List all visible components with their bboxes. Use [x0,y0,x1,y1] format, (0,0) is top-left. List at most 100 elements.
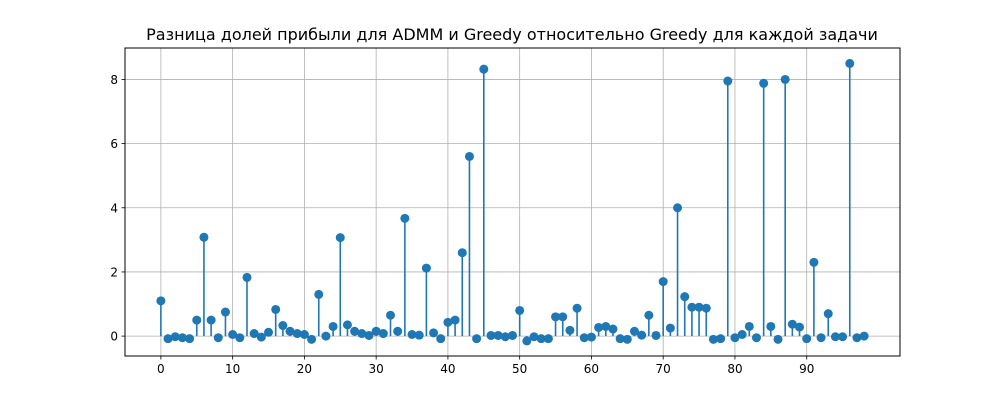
data-point [321,331,331,341]
x-tick-label: 80 [727,362,742,376]
data-point [551,312,561,322]
data-point [601,321,611,331]
data-point [264,327,274,337]
data-point [773,334,783,344]
data-point [795,322,805,332]
data-point [350,326,360,336]
data-point [838,332,848,342]
data-point [536,334,546,344]
data-point [615,334,625,344]
data-point [859,331,869,341]
data-point [759,78,769,88]
data-point [414,330,424,340]
data-point [407,330,417,340]
chart-title: Разница долей прибыли для ADMM и Greedy … [146,25,878,44]
stems [160,63,858,341]
data-point [314,289,324,299]
data-point [744,321,754,331]
data-point [586,332,596,342]
x-tick-label: 70 [656,362,671,376]
data-point [170,332,180,342]
data-point [787,319,797,329]
data-point [845,58,855,68]
data-point [335,233,345,243]
data-point [572,303,582,313]
data-point [852,333,862,343]
data-point [292,329,302,339]
x-tick-label: 30 [369,362,384,376]
data-point [450,315,460,325]
data-point [371,326,381,336]
data-point [177,333,187,343]
data-point [629,326,639,336]
data-point [163,334,173,344]
markers [156,58,869,346]
x-axis-ticks: 0 10 20 30 40 50 60 70 80 90 [157,356,814,376]
data-point [299,330,309,340]
data-point [342,320,352,330]
data-point [543,334,553,344]
grid [125,48,900,356]
data-point [716,334,726,344]
data-point [508,330,517,340]
data-point [493,330,503,340]
data-point [751,333,761,343]
data-point [464,151,474,161]
y-axis-ticks: 0 2 4 6 8 [110,73,125,344]
data-point [737,330,747,340]
data-point [271,304,281,314]
data-point [579,333,589,343]
data-point [421,263,431,273]
data-point [199,232,209,242]
data-point [608,324,618,334]
data-point [558,312,568,322]
data-point [658,277,668,287]
data-point [723,76,733,86]
x-tick-label: 50 [512,362,527,376]
x-tick-label: 90 [799,362,814,376]
data-point [242,272,252,282]
data-point [766,321,776,331]
data-point [400,213,410,223]
x-tick-label: 10 [225,362,240,376]
data-point [673,203,683,213]
data-point [809,257,819,267]
data-point [802,334,812,344]
data-point [443,317,453,327]
data-point [680,292,690,302]
data-point [515,305,525,315]
data-point [220,307,230,317]
data-point [730,333,740,343]
data-point [457,248,467,258]
y-tick-label: 0 [110,330,118,344]
data-point [206,315,216,325]
data-point [687,302,697,312]
plot-frame [124,47,901,357]
data-point [479,64,489,74]
x-tick-label: 0 [157,362,165,376]
data-point [823,309,833,319]
data-point [486,330,496,340]
data-point [472,334,482,344]
data-point [780,74,790,84]
data-point [651,330,661,340]
data-point [529,332,539,342]
data-point [228,330,238,340]
data-point [156,296,166,306]
data-point [249,329,259,339]
data-point [393,326,403,336]
y-tick-label: 6 [110,137,118,151]
data-point [256,332,266,342]
data-point [285,326,295,336]
data-point [701,303,711,313]
y-tick-label: 4 [110,201,118,215]
data-point [830,332,840,342]
data-point [213,333,223,343]
x-tick-label: 40 [440,362,455,376]
data-point [436,334,446,344]
data-point [565,325,575,335]
y-tick-label: 8 [110,73,118,87]
data-point [522,336,532,346]
data-point [278,321,288,331]
